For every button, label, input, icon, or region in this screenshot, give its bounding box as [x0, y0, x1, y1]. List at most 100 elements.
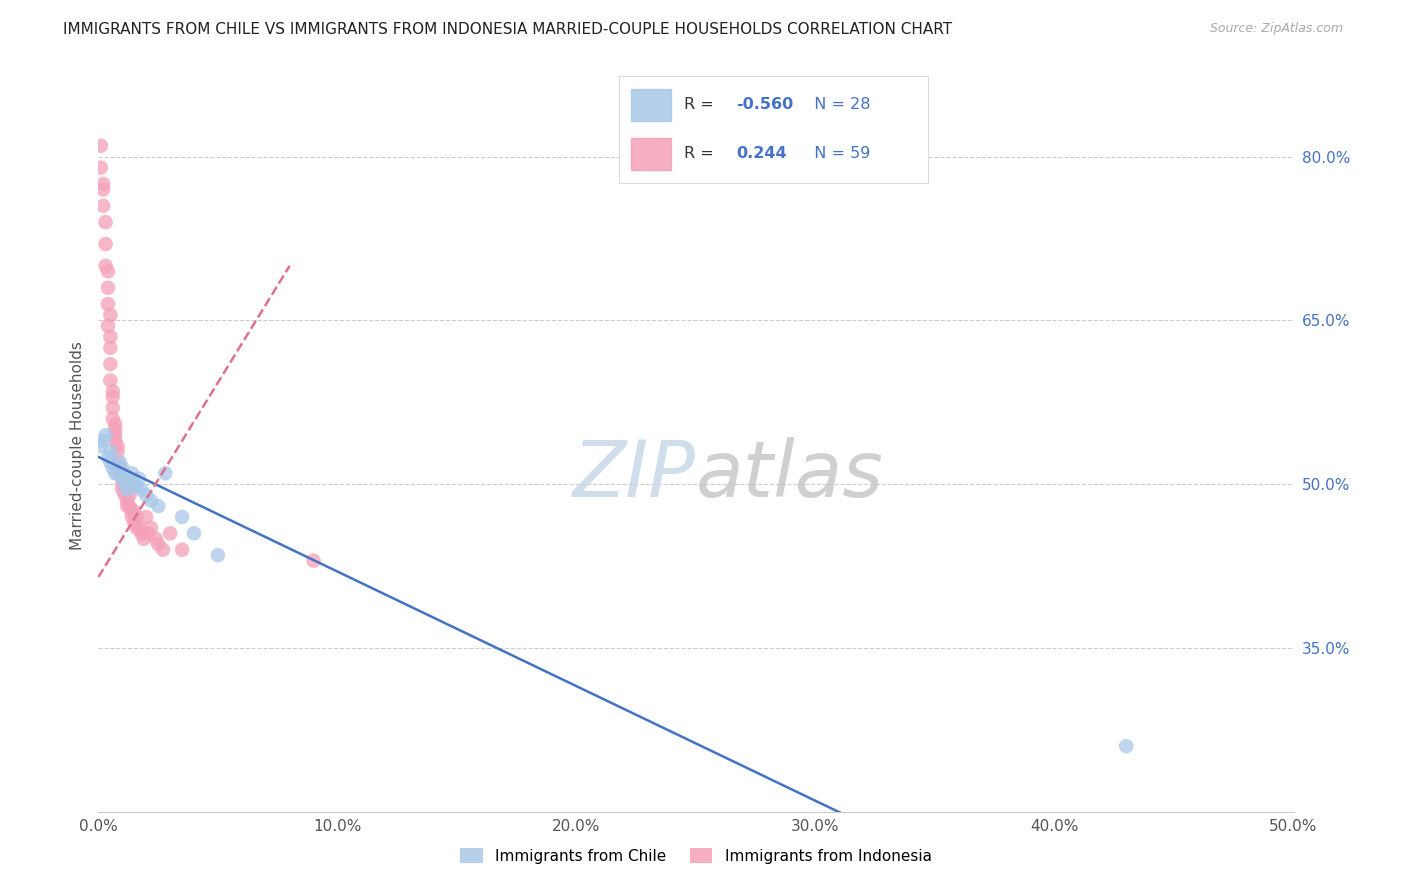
Point [159, 526, 181, 541]
Point [125, 479, 148, 493]
Point [97, 318, 120, 333]
Point [111, 483, 134, 497]
Point [94, 215, 117, 229]
Point [172, 542, 194, 557]
Point [101, 384, 124, 399]
Point [90, 439, 112, 453]
Point [111, 467, 134, 481]
Point [91, 434, 114, 448]
Point [97, 297, 120, 311]
Legend: Immigrants from Chile, Immigrants from Indonesia: Immigrants from Chile, Immigrants from I… [454, 842, 938, 870]
Point [139, 521, 162, 535]
Point [128, 472, 150, 486]
Point [114, 477, 136, 491]
Point [145, 532, 167, 546]
Point [111, 472, 134, 486]
Point [118, 499, 141, 513]
Point [90, 138, 112, 153]
Point [98, 341, 122, 355]
Point [101, 401, 124, 415]
Point [124, 504, 146, 518]
Point [114, 488, 136, 502]
Point [108, 460, 131, 475]
Point [111, 460, 134, 475]
Point [139, 493, 162, 508]
Point [108, 460, 131, 475]
Point [207, 548, 229, 562]
Point [97, 450, 120, 464]
Point [108, 467, 131, 481]
Point [94, 259, 117, 273]
Point [115, 493, 138, 508]
Point [124, 477, 146, 491]
Point [107, 455, 129, 469]
Bar [631, 88, 671, 120]
Point [124, 516, 146, 530]
Text: 0.244: 0.244 [737, 146, 787, 161]
Text: -0.560: -0.560 [737, 97, 793, 112]
Point [1115, 739, 1137, 754]
Point [172, 510, 194, 524]
Point [121, 467, 143, 481]
Point [125, 510, 148, 524]
Point [132, 532, 155, 546]
Point [98, 374, 122, 388]
Point [91, 177, 114, 191]
Y-axis label: Married-couple Households: Married-couple Households [69, 342, 84, 550]
Text: R =: R = [683, 97, 718, 112]
Point [148, 537, 170, 551]
Point [104, 428, 127, 442]
Point [97, 264, 120, 278]
Point [114, 477, 136, 491]
Point [115, 499, 138, 513]
Point [118, 488, 141, 502]
Point [111, 472, 134, 486]
Point [183, 526, 205, 541]
Point [98, 308, 122, 322]
Point [90, 161, 112, 175]
Text: N = 59: N = 59 [804, 146, 870, 161]
Point [94, 237, 117, 252]
Bar [631, 138, 671, 170]
Point [131, 526, 153, 541]
Point [148, 499, 170, 513]
Point [121, 504, 143, 518]
Point [131, 483, 153, 497]
Point [107, 467, 129, 481]
Point [125, 521, 148, 535]
Point [135, 488, 157, 502]
Point [155, 467, 177, 481]
Point [104, 434, 127, 448]
Point [98, 357, 122, 371]
Point [101, 460, 124, 475]
Point [121, 510, 143, 524]
Text: N = 28: N = 28 [804, 97, 870, 112]
Text: atlas: atlas [696, 437, 884, 513]
Point [302, 554, 325, 568]
Point [101, 411, 124, 425]
Point [91, 199, 114, 213]
Point [108, 455, 131, 469]
Point [104, 467, 127, 481]
Point [97, 281, 120, 295]
Text: R =: R = [683, 146, 718, 161]
Point [98, 330, 122, 344]
Point [118, 472, 141, 486]
Point [138, 526, 160, 541]
Point [98, 455, 122, 469]
Text: Source: ZipAtlas.com: Source: ZipAtlas.com [1209, 22, 1343, 36]
Point [104, 417, 127, 432]
Point [91, 182, 114, 196]
Point [104, 423, 127, 437]
Point [107, 439, 129, 453]
Point [101, 390, 124, 404]
Point [128, 521, 150, 535]
Point [115, 483, 138, 497]
Text: IMMIGRANTS FROM CHILE VS IMMIGRANTS FROM INDONESIA MARRIED-COUPLE HOUSEHOLDS COR: IMMIGRANTS FROM CHILE VS IMMIGRANTS FROM… [63, 22, 952, 37]
Point [152, 542, 174, 557]
Point [98, 444, 122, 458]
Point [111, 477, 134, 491]
Point [135, 510, 157, 524]
Point [107, 444, 129, 458]
Text: ZIP: ZIP [574, 437, 696, 513]
